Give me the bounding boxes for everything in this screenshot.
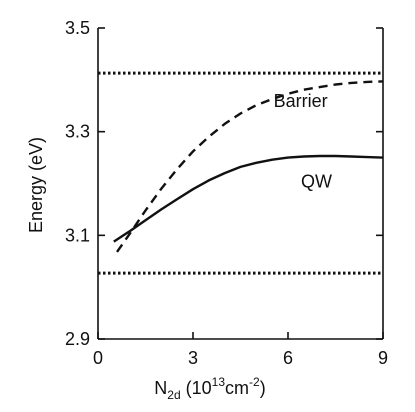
annotation-barrier: Barrier	[274, 91, 328, 111]
x-axis-label-units-prefix: (10	[181, 378, 212, 398]
reference-lines	[98, 71, 383, 275]
x-tick-label: 3	[188, 348, 198, 368]
series	[113, 80, 384, 253]
y-tick-label: 2.9	[65, 329, 90, 349]
annotation-qw: QW	[301, 172, 332, 192]
x-axis-label-exp2: -2	[249, 375, 260, 389]
x-axis-label-units-suffix: )	[260, 378, 266, 398]
x-axis-label-sub: 2d	[167, 388, 180, 402]
x-axis-label-main: N	[154, 378, 167, 398]
x-tick-label: 9	[378, 348, 388, 368]
x-tick-label: 0	[93, 348, 103, 368]
y-tick-label: 3.5	[65, 18, 90, 38]
x-axis-label-units-mid: cm	[225, 378, 249, 398]
annotations: Barrier QW	[274, 91, 332, 192]
axes	[97, 27, 384, 340]
x-tick-label: 6	[283, 348, 293, 368]
tick-labels: 2.9 3.1 3.3 3.5 0 3 6 9	[65, 18, 388, 368]
y-tick-label: 3.1	[65, 225, 90, 245]
series-line-qw	[113, 154, 384, 243]
y-tick-label: 3.3	[65, 122, 90, 142]
series-line-barrier	[116, 80, 384, 253]
x-axis-label-exp1: 13	[212, 375, 226, 389]
y-axis-label: Energy (eV)	[26, 137, 46, 233]
x-axis-label: N2d (1013cm-2)	[154, 375, 265, 402]
